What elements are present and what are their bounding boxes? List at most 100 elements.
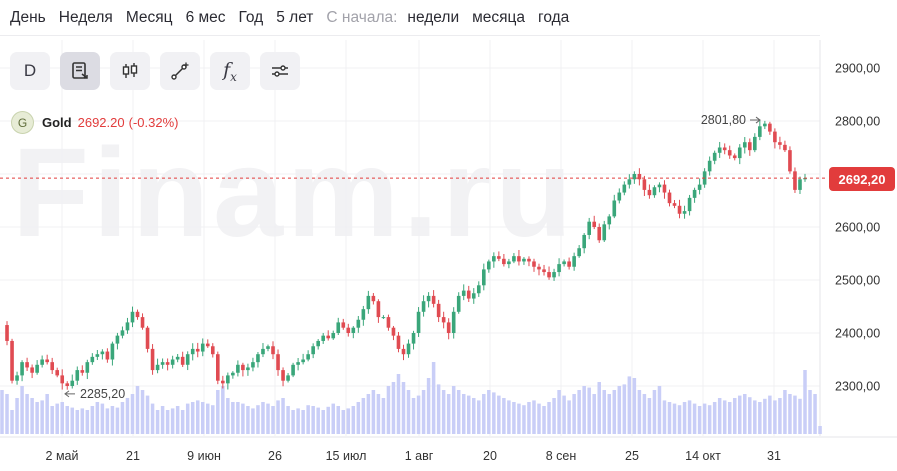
- volume-bar: [25, 394, 29, 434]
- volume-bar: [145, 395, 150, 434]
- candle-body: [798, 179, 802, 190]
- candle-body: [411, 333, 416, 344]
- since-year[interactable]: года: [538, 8, 570, 26]
- volume-bar: [798, 398, 802, 434]
- volume-bar: [346, 408, 351, 434]
- candle-body: [607, 216, 612, 225]
- volume-bar: [647, 398, 652, 434]
- volume-bar: [195, 400, 200, 434]
- draw-line-icon: [171, 62, 189, 80]
- volume-bar: [221, 386, 225, 434]
- since-month[interactable]: месяца: [472, 8, 526, 26]
- period-day[interactable]: День: [10, 8, 46, 26]
- volume-bar: [582, 386, 586, 434]
- candle-body: [210, 346, 215, 355]
- candles-button[interactable]: [110, 52, 150, 90]
- volume-bar: [276, 400, 280, 434]
- candle-body: [512, 256, 516, 262]
- since-week[interactable]: недели: [407, 8, 460, 26]
- candle-body: [185, 354, 190, 365]
- candle-body: [15, 375, 19, 381]
- candle-body: [110, 343, 115, 360]
- candle-body: [115, 335, 120, 344]
- candle-body: [100, 351, 105, 355]
- candle-body: [60, 375, 65, 384]
- indicators-button[interactable]: fx: [210, 52, 250, 90]
- candle-body: [65, 383, 70, 386]
- candle-body: [170, 359, 175, 365]
- candle-body: [436, 303, 441, 318]
- volume-bar: [70, 407, 75, 434]
- candle-body: [331, 333, 336, 339]
- x-tick-label: 21: [126, 449, 140, 463]
- candle-body: [351, 327, 356, 333]
- candle-body: [732, 155, 737, 159]
- volume-bar: [707, 405, 712, 434]
- candle-body: [231, 372, 235, 376]
- drawing-tools-button[interactable]: [160, 52, 200, 90]
- period-year[interactable]: Год: [238, 8, 264, 26]
- volume-bar: [80, 408, 85, 434]
- candle-body: [246, 367, 250, 371]
- high-arrow-icon: [750, 116, 761, 124]
- volume-bar: [306, 405, 310, 434]
- volume-bar: [396, 374, 401, 434]
- y-tick-label: 2800,00: [835, 115, 880, 129]
- instrument-icon: G: [11, 111, 34, 134]
- chart-toolbar: D fx: [10, 52, 300, 90]
- volume-bar: [336, 406, 341, 434]
- volume-bar: [446, 394, 451, 434]
- candle-body: [527, 258, 531, 262]
- candle-body: [577, 248, 581, 257]
- volume-bar: [597, 382, 601, 434]
- volume-bar: [251, 408, 255, 434]
- candle-body: [742, 142, 747, 148]
- last-price-badge: 2692,20: [829, 167, 895, 191]
- candle-body: [35, 364, 39, 373]
- period-5-years[interactable]: 5 лет: [276, 8, 314, 26]
- candle-body: [657, 184, 662, 188]
- volume-bar: [261, 402, 265, 434]
- candle-body: [105, 351, 110, 360]
- candle-body: [522, 258, 526, 262]
- y-tick-label: 2400,00: [835, 327, 880, 341]
- candle-body: [492, 256, 496, 262]
- volume-bar: [451, 386, 456, 434]
- candle-body: [617, 192, 622, 201]
- candle-body: [727, 150, 732, 156]
- period-6-months[interactable]: 6 мес: [185, 8, 226, 26]
- volume-bar: [562, 395, 566, 434]
- candle-body: [421, 301, 426, 312]
- candle-body: [471, 293, 476, 299]
- candle-body: [386, 317, 391, 328]
- candle-body: [793, 171, 797, 190]
- candle-body: [426, 295, 431, 302]
- candle-body: [446, 322, 451, 333]
- volume-bar: [416, 395, 421, 434]
- volume-bar: [712, 402, 717, 434]
- interval-button[interactable]: D: [10, 52, 50, 90]
- volume-bar: [456, 390, 461, 434]
- period-week[interactable]: Неделя: [58, 8, 113, 26]
- candle-body: [747, 142, 752, 151]
- candle-body: [221, 380, 225, 384]
- candle-body: [632, 174, 637, 180]
- volume-bar: [426, 378, 431, 434]
- volume-bar: [35, 402, 39, 434]
- candle-body: [226, 375, 230, 384]
- candle-body: [316, 340, 320, 347]
- candle-body: [753, 136, 757, 151]
- y-tick-label: 2500,00: [835, 274, 880, 288]
- volume-bar: [637, 390, 642, 434]
- y-tick-label: 2300,00: [835, 380, 880, 394]
- low-annotation: 2285,20: [80, 387, 125, 401]
- settings-button[interactable]: [260, 52, 300, 90]
- volume-bar: [652, 390, 657, 434]
- volume-bar: [90, 406, 95, 434]
- candle-body: [120, 330, 125, 336]
- chart-type-button[interactable]: [60, 52, 100, 90]
- volume-bar: [557, 390, 561, 434]
- candle-body: [85, 362, 90, 373]
- period-month[interactable]: Месяц: [125, 8, 173, 26]
